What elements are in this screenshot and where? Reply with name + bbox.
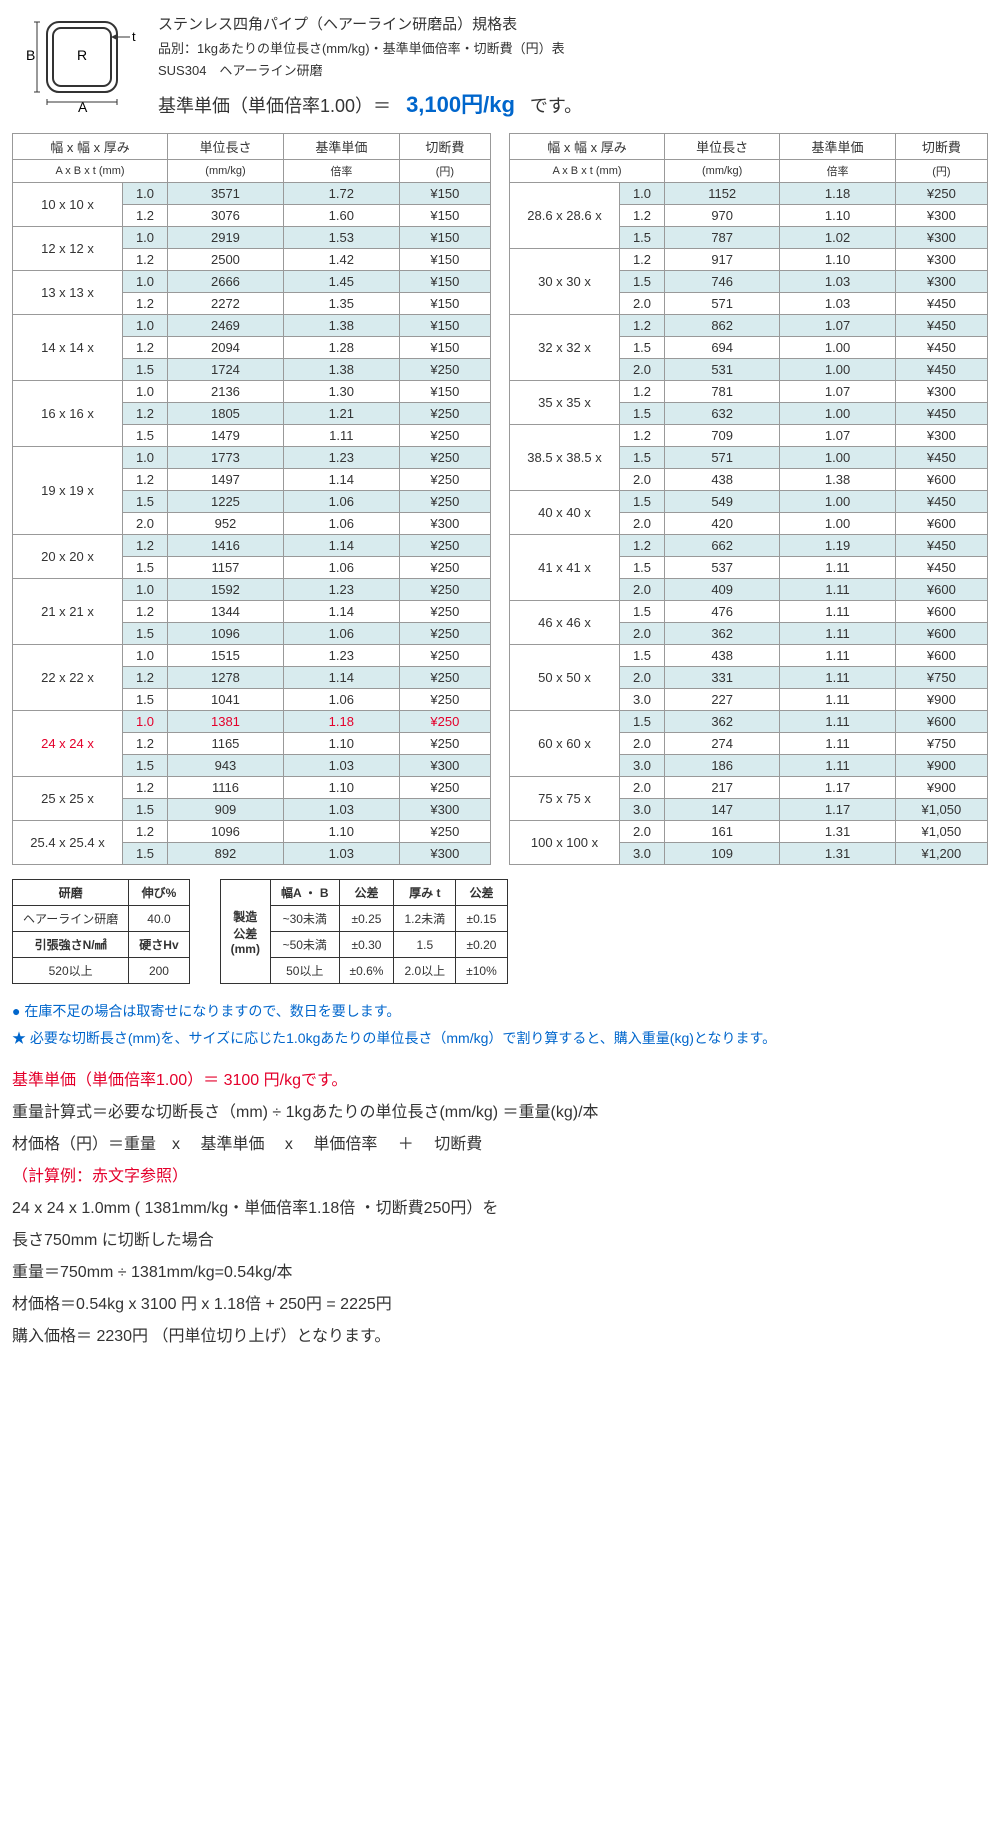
table-row: 50 x 50 x1.54381.11¥600: [510, 645, 988, 667]
table-row: 41 x 41 x1.26621.19¥450: [510, 535, 988, 557]
table-row: 19 x 19 x1.017731.23¥250: [13, 447, 491, 469]
example-l3: 重量＝750mm ÷ 1381mm/kg=0.54kg/本: [12, 1257, 988, 1289]
table-row: 100 x 100 x2.01611.31¥1,050: [510, 821, 988, 843]
spec-table-left: 幅 x 幅 x 厚み単位長さ基準単価切断費A x B x t (mm)(mm/k…: [12, 133, 491, 865]
table-row: 40 x 40 x1.55491.00¥450: [510, 491, 988, 513]
table-row: 16 x 16 x1.021361.30¥150: [13, 381, 491, 403]
example-l4: 材価格＝0.54kg x 3100 円 x 1.18倍 + 250円 = 222…: [12, 1289, 988, 1321]
table-row: 21 x 21 x1.015921.23¥250: [13, 579, 491, 601]
mech-table: 研磨伸び% ヘアーライン研磨40.0 引張強さN/㎟硬さHv 520以上200: [12, 879, 190, 984]
table-row: 28.6 x 28.6 x1.011521.18¥250: [510, 183, 988, 205]
base-price-suffix: です。: [530, 96, 582, 116]
table-row: 12 x 12 x1.029191.53¥150: [13, 227, 491, 249]
svg-text:R: R: [77, 47, 87, 63]
base-price-value: 3,100円/kg: [406, 92, 515, 117]
table-row: 38.5 x 38.5 x1.27091.07¥300: [510, 425, 988, 447]
table-row: 32 x 32 x1.28621.07¥450: [510, 315, 988, 337]
table-row: 25 x 25 x1.211161.10¥250: [13, 777, 491, 799]
formula-price: 材価格（円）＝重量 x 基準単価 x 単価倍率 ＋ 切断費: [12, 1129, 988, 1161]
table-row: 75 x 75 x2.02171.17¥900: [510, 777, 988, 799]
material: SUS304 ヘアーライン研磨: [158, 60, 988, 82]
table-row: 60 x 60 x1.53621.11¥600: [510, 711, 988, 733]
spec-tables: 幅 x 幅 x 厚み単位長さ基準単価切断費A x B x t (mm)(mm/k…: [12, 133, 988, 865]
note-stock: ● 在庫不足の場合は取寄せになりますので、数日を要します。: [12, 998, 988, 1025]
table-row: 14 x 14 x1.024691.38¥150: [13, 315, 491, 337]
example-l2: 長さ750mm に切断した場合: [12, 1225, 988, 1257]
title: ステンレス四角パイプ（ヘアーライン研磨品）規格表: [158, 12, 988, 38]
example-l1: 24 x 24 x 1.0mm ( 1381mm/kg・単価倍率1.18倍 ・切…: [12, 1193, 988, 1225]
notes: ● 在庫不足の場合は取寄せになりますので、数日を要します。 ★ 必要な切断長さ(…: [12, 998, 988, 1051]
pipe-diagram: R B A t: [12, 12, 142, 112]
table-row: 46 x 46 x1.54761.11¥600: [510, 601, 988, 623]
example-l5: 購入価格＝ 2230円 （円単位切り上げ）となります。: [12, 1321, 988, 1353]
base-price-label: 基準単価（単価倍率1.00）＝: [158, 96, 391, 116]
note-calc: ★ 必要な切断長さ(mm)を、サイズに応じた1.0kgあたりの単位長さ（mm/k…: [12, 1025, 988, 1052]
table-row: 10 x 10 x1.035711.72¥150: [13, 183, 491, 205]
svg-text:B: B: [26, 47, 35, 63]
formula-weight: 重量計算式＝必要な切断長さ（mm) ÷ 1kgあたりの単位長さ(mm/kg) ＝…: [12, 1097, 988, 1129]
formula-example-label: （計算例：赤文字参照）: [12, 1161, 988, 1193]
table-row: 13 x 13 x1.026661.45¥150: [13, 271, 491, 293]
formula-base: 基準単価（単価倍率1.00）＝ 3100 円/kgです。: [12, 1065, 988, 1097]
formula-section: 基準単価（単価倍率1.00）＝ 3100 円/kgです。 重量計算式＝必要な切断…: [12, 1065, 988, 1353]
table-row: 22 x 22 x1.015151.23¥250: [13, 645, 491, 667]
svg-text:t: t: [132, 29, 136, 44]
tolerance-table: 製造 公差 (mm) 幅A ・ B公差厚み t公差 ~30未満±0.251.2未…: [220, 879, 508, 984]
header: R B A t ステンレス四角パイプ（ヘアーライン研磨品）規格表 品別：1kgあ…: [12, 12, 988, 123]
svg-text:A: A: [78, 99, 88, 112]
table-row: 25.4 x 25.4 x1.210961.10¥250: [13, 821, 491, 843]
table-row: 30 x 30 x1.29171.10¥300: [510, 249, 988, 271]
table-row: 20 x 20 x1.214161.14¥250: [13, 535, 491, 557]
subtitle: 品別：1kgあたりの単位長さ(mm/kg)・基準単価倍率・切断費（円）表: [158, 38, 988, 60]
table-row: 24 x 24 x1.013811.18¥250: [13, 711, 491, 733]
small-tables: 研磨伸び% ヘアーライン研磨40.0 引張強さN/㎟硬さHv 520以上200 …: [12, 879, 988, 984]
spec-table-right: 幅 x 幅 x 厚み単位長さ基準単価切断費A x B x t (mm)(mm/k…: [509, 133, 988, 865]
table-row: 35 x 35 x1.27811.07¥300: [510, 381, 988, 403]
